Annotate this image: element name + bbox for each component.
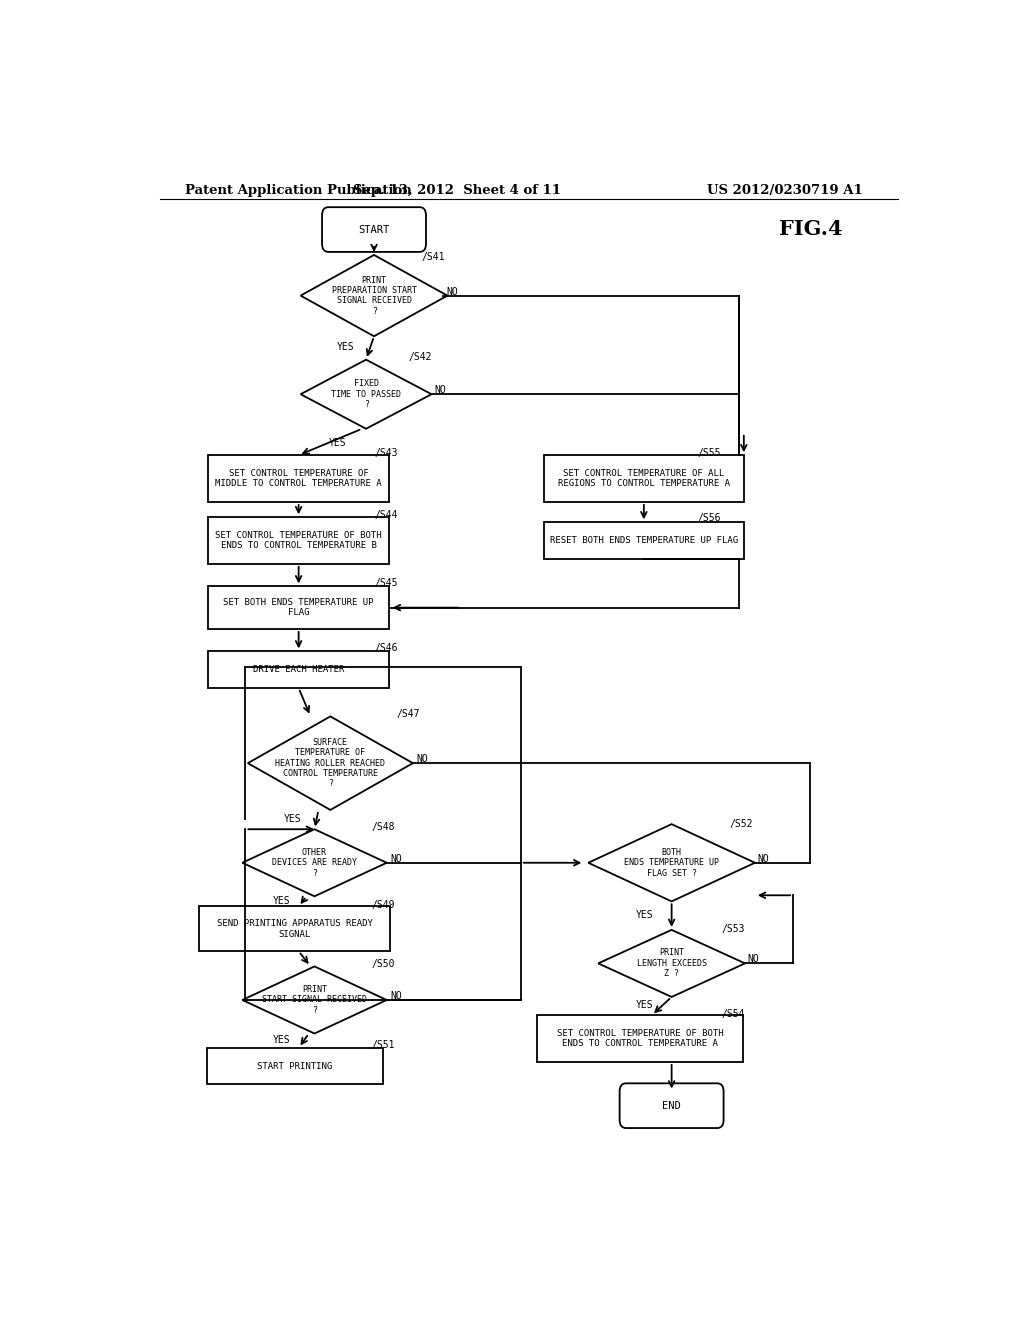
Text: NO: NO xyxy=(758,854,769,863)
Text: RESET BOTH ENDS TEMPERATURE UP FLAG: RESET BOTH ENDS TEMPERATURE UP FLAG xyxy=(550,536,738,545)
Text: /S55: /S55 xyxy=(697,449,721,458)
Text: YES: YES xyxy=(329,438,346,447)
Text: NO: NO xyxy=(390,854,401,863)
Bar xyxy=(208,651,389,688)
Text: Sep. 13, 2012  Sheet 4 of 11: Sep. 13, 2012 Sheet 4 of 11 xyxy=(353,185,561,198)
Text: START: START xyxy=(358,224,390,235)
Text: /S54: /S54 xyxy=(722,1010,745,1019)
Text: Patent Application Publication: Patent Application Publication xyxy=(185,185,412,198)
Text: NO: NO xyxy=(446,286,458,297)
Text: US 2012/0230719 A1: US 2012/0230719 A1 xyxy=(708,185,863,198)
Text: YES: YES xyxy=(636,1001,653,1010)
Bar xyxy=(200,907,390,952)
Text: NO: NO xyxy=(748,954,760,965)
Text: START PRINTING: START PRINTING xyxy=(257,1061,332,1071)
Text: /S42: /S42 xyxy=(409,351,432,362)
FancyBboxPatch shape xyxy=(620,1084,724,1129)
Polygon shape xyxy=(243,829,387,896)
Bar xyxy=(208,455,389,502)
Text: /S44: /S44 xyxy=(374,511,397,520)
Bar xyxy=(544,455,743,502)
Polygon shape xyxy=(588,824,755,902)
Text: /S50: /S50 xyxy=(372,960,395,969)
Text: FIXED
TIME TO PASSED
?: FIXED TIME TO PASSED ? xyxy=(331,379,401,409)
Text: NO: NO xyxy=(390,991,401,1001)
Text: /S52: /S52 xyxy=(729,820,753,829)
Text: NO: NO xyxy=(416,754,428,764)
Text: BOTH
ENDS TEMPERATURE UP
FLAG SET ?: BOTH ENDS TEMPERATURE UP FLAG SET ? xyxy=(624,847,719,878)
Text: PRINT
START SIGNAL RECEIVED
?: PRINT START SIGNAL RECEIVED ? xyxy=(262,985,367,1015)
Bar xyxy=(208,517,389,564)
Text: /S56: /S56 xyxy=(697,513,721,523)
Bar xyxy=(208,586,389,630)
Text: /S51: /S51 xyxy=(372,1040,395,1049)
Text: /S53: /S53 xyxy=(722,924,745,935)
Polygon shape xyxy=(598,929,745,997)
Bar xyxy=(207,1048,383,1084)
Text: SET CONTROL TEMPERATURE OF
MIDDLE TO CONTROL TEMPERATURE A: SET CONTROL TEMPERATURE OF MIDDLE TO CON… xyxy=(215,469,382,488)
Text: SET BOTH ENDS TEMPERATURE UP
FLAG: SET BOTH ENDS TEMPERATURE UP FLAG xyxy=(223,598,374,618)
Text: FIG.4: FIG.4 xyxy=(778,219,843,239)
Text: SET CONTROL TEMPERATURE OF BOTH
ENDS TO CONTROL TEMPERATURE B: SET CONTROL TEMPERATURE OF BOTH ENDS TO … xyxy=(215,531,382,550)
Text: SET CONTROL TEMPERATURE OF ALL
REGIONS TO CONTROL TEMPERATURE A: SET CONTROL TEMPERATURE OF ALL REGIONS T… xyxy=(558,469,730,488)
Polygon shape xyxy=(248,717,413,810)
Text: YES: YES xyxy=(636,909,653,920)
Polygon shape xyxy=(301,359,431,429)
Text: /S49: /S49 xyxy=(372,899,395,909)
Text: SEND PRINTING APPARATUS READY
SIGNAL: SEND PRINTING APPARATUS READY SIGNAL xyxy=(217,919,373,939)
Polygon shape xyxy=(301,255,447,337)
Text: SURFACE
TEMPERATURE OF
HEATING ROLLER REACHED
CONTROL TEMPERATURE
?: SURFACE TEMPERATURE OF HEATING ROLLER RE… xyxy=(275,738,385,788)
Bar xyxy=(544,523,743,558)
Text: DRIVE EACH HEATER: DRIVE EACH HEATER xyxy=(253,665,344,675)
Polygon shape xyxy=(243,966,387,1034)
Text: YES: YES xyxy=(337,342,354,352)
Text: YES: YES xyxy=(273,896,291,907)
Text: END: END xyxy=(663,1101,681,1110)
Text: /S43: /S43 xyxy=(374,449,397,458)
Text: YES: YES xyxy=(273,1035,291,1044)
Text: SET CONTROL TEMPERATURE OF BOTH
ENDS TO CONTROL TEMPERATURE A: SET CONTROL TEMPERATURE OF BOTH ENDS TO … xyxy=(557,1028,723,1048)
Text: PRINT
PREPARATION START
SIGNAL RECEIVED
?: PRINT PREPARATION START SIGNAL RECEIVED … xyxy=(332,276,417,315)
Bar xyxy=(537,1015,743,1063)
Text: /S45: /S45 xyxy=(374,578,397,589)
FancyBboxPatch shape xyxy=(322,207,426,252)
Text: YES: YES xyxy=(284,814,301,824)
Text: OTHER
DEVICES ARE READY
?: OTHER DEVICES ARE READY ? xyxy=(272,847,357,878)
Text: PRINT
LENGTH EXCEEDS
Z ?: PRINT LENGTH EXCEEDS Z ? xyxy=(637,949,707,978)
Text: NO: NO xyxy=(434,385,446,395)
Text: /S41: /S41 xyxy=(422,252,445,263)
Text: /S46: /S46 xyxy=(374,643,397,653)
Text: /S47: /S47 xyxy=(396,709,420,719)
Text: /S48: /S48 xyxy=(372,822,395,833)
